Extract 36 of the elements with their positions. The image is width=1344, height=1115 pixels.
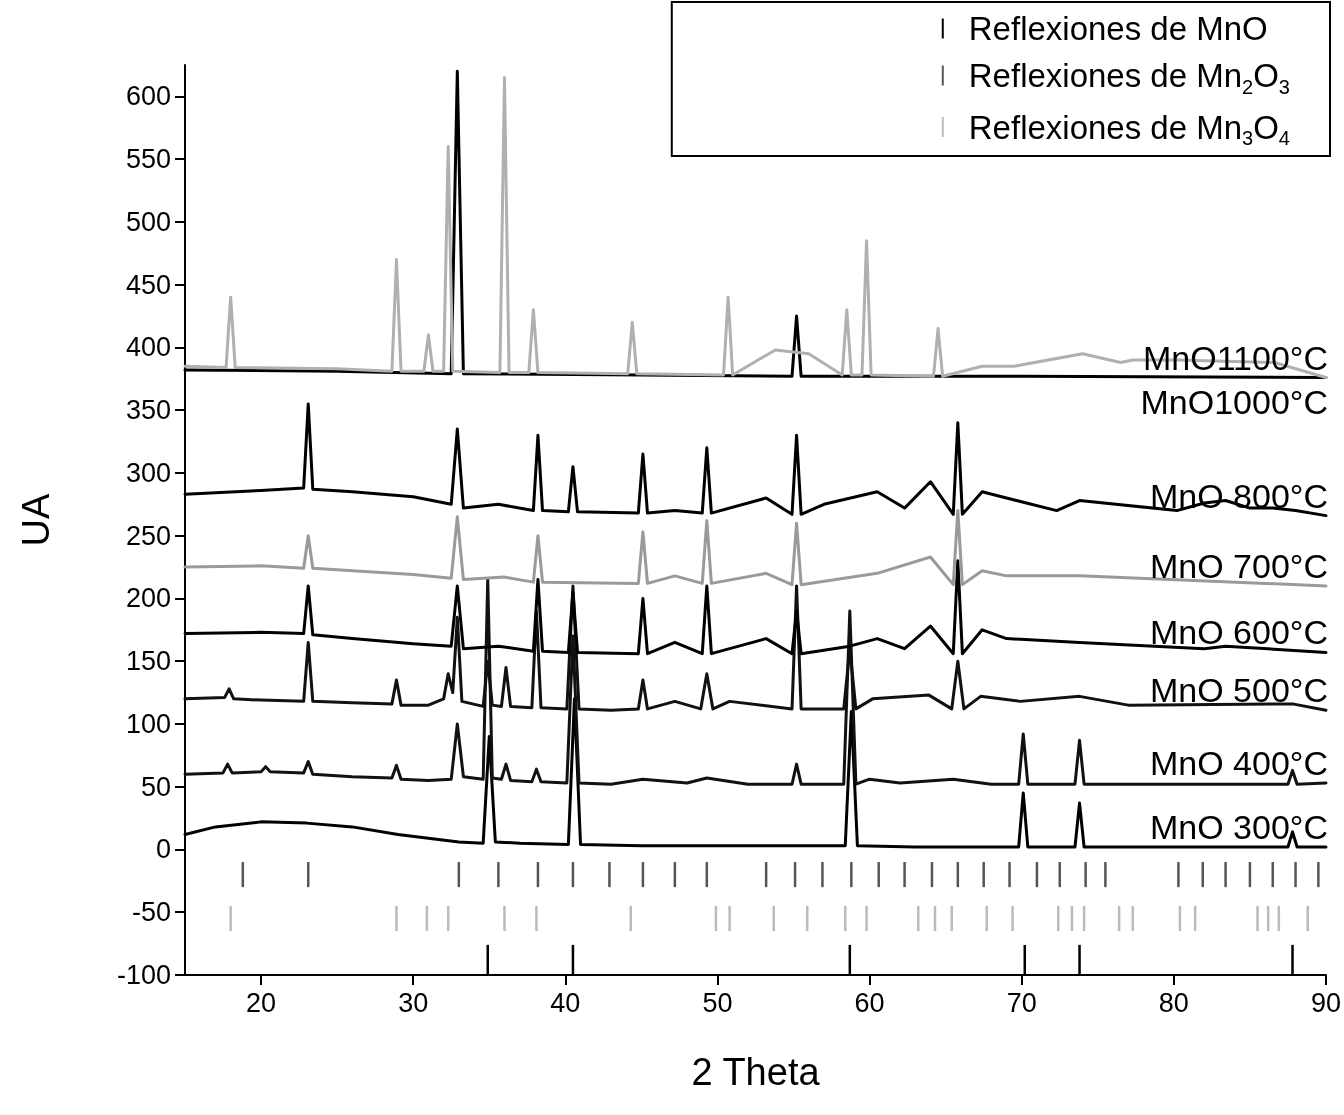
y-tick-label: -100 [116,960,171,990]
y-tick-label: 600 [125,81,171,112]
y-tick-label: 200 [125,583,171,614]
y-tick-label: 300 [125,457,171,488]
y-tick-label: 500 [125,206,171,237]
x-tick-label: 30 [398,987,429,1018]
series-label: MnO 400°C [1149,743,1328,782]
x-tick-label: 60 [854,987,885,1018]
y-tick-label: 550 [125,144,171,175]
y-tick-label: -50 [131,897,171,928]
line-series [183,578,1328,786]
y-tick-label: 150 [125,646,171,677]
legend-label: Reflexiones de MnO [968,10,1268,47]
x-axis-title: 2 Theta [691,1051,821,1093]
series-label: MnO1100°C [1143,338,1328,377]
line-series [183,509,1328,588]
x-tick-label: 50 [702,987,733,1018]
x-tick-label: 70 [1006,987,1037,1018]
x-tick-label: 40 [550,987,581,1018]
y-tick-label: 0 [155,834,171,865]
y-tick-label: 450 [125,269,171,300]
x-tick-label: 80 [1158,987,1189,1018]
y-tick-label: 50 [140,771,171,802]
y-axis-title: UA [15,492,57,547]
series-label: MnO 300°C [1149,807,1328,846]
series-label: MnO 600°C [1149,613,1328,652]
series-label: MnO 800°C [1149,476,1328,515]
x-tick-label: 20 [246,987,277,1018]
y-tick-label: 350 [125,395,171,426]
x-tick-label: 90 [1310,987,1342,1018]
series-label: MnO 500°C [1149,671,1328,710]
series-label: MnO 700°C [1149,546,1328,585]
y-tick-label: 250 [125,520,171,551]
y-tick-label: 100 [125,708,171,739]
series-label: MnO1000°C [1140,382,1328,421]
y-tick-label: 400 [125,332,171,363]
